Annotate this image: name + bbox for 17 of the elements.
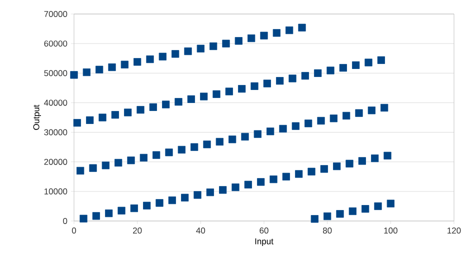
x-tick-label: 100 (384, 228, 398, 234)
y-tick-label: 60000 (44, 40, 68, 47)
y-tick-label: 40000 (44, 100, 68, 106)
y-tick-label: 10000 (44, 188, 68, 194)
x-tick-label: 40 (196, 228, 206, 234)
y-tick-label: 30000 (44, 129, 68, 136)
x-tick-label: 60 (260, 228, 268, 234)
x-tick-label: 20 (133, 228, 142, 234)
y-tick-label: 20000 (44, 158, 68, 165)
y-tick-label: 0 (63, 218, 68, 224)
y-tick-label: 70000 (44, 11, 68, 18)
x-tick-label: 0 (72, 228, 76, 234)
x-tick-label: 80 (322, 228, 332, 234)
y-axis-title: Output (33, 104, 41, 130)
x-axis-title: Input (255, 238, 274, 246)
y-tick-label: 50000 (44, 70, 68, 76)
x-tick-label: 120 (448, 228, 461, 234)
